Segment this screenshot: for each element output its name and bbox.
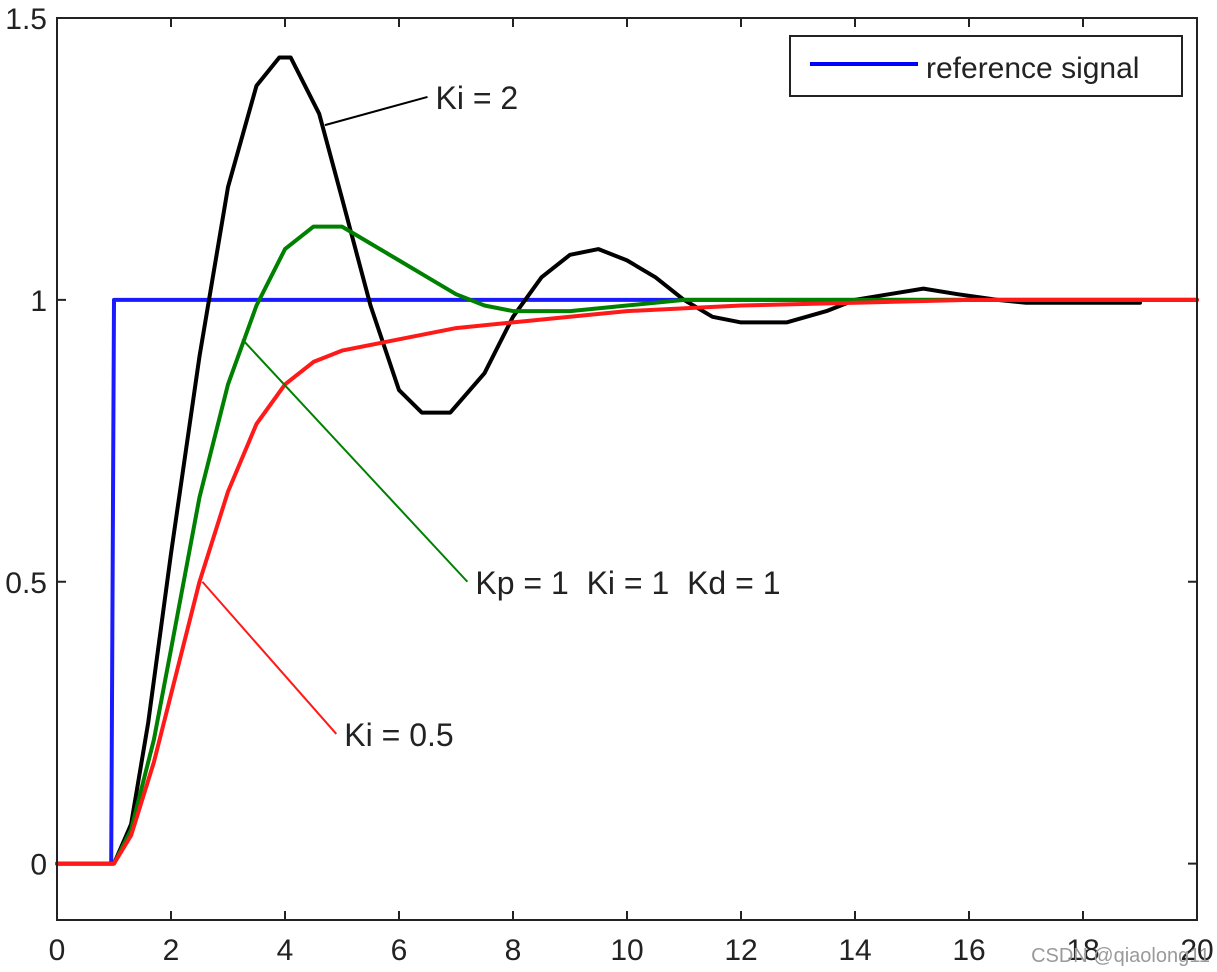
plot-series xyxy=(55,55,1199,866)
plot-frame xyxy=(56,17,1198,921)
x-tick-label: 4 xyxy=(277,934,294,967)
annotation-label: Ki = 2 xyxy=(436,80,519,116)
y-tick-label: 1.5 xyxy=(5,3,47,36)
x-tick-label: 6 xyxy=(391,934,408,967)
annotation-leader-line xyxy=(241,338,469,583)
series-kp1-ki1-kd1-line xyxy=(55,224,1199,866)
watermark: CSDN @qiaolong11 xyxy=(1031,945,1210,967)
x-tick-label: 20 xyxy=(1180,934,1213,967)
x-tick-label: 16 xyxy=(952,934,985,967)
axis-ticks: 0 2 4 6 8 10 12 14 16 18 20 0 0.5 1 1.5 xyxy=(5,3,1213,967)
annotation-label: Ki = 0.5 xyxy=(344,717,453,753)
annotation-leader-line xyxy=(201,581,338,735)
annotation-leader-line xyxy=(324,95,428,127)
x-tick-label: 10 xyxy=(610,934,643,967)
y-tick-label: 0 xyxy=(30,849,47,882)
y-tick-label: 0.5 xyxy=(5,567,47,600)
x-tick-label: 2 xyxy=(163,934,180,967)
x-tick-label: 18 xyxy=(1066,934,1099,967)
annotations: Ki = 2 Kp = 1 Ki = 1 Kd = 1 Ki = 0.5 xyxy=(201,80,780,753)
series-ki-0-5-line xyxy=(55,297,1199,866)
x-tick-label: 14 xyxy=(838,934,871,967)
series-ki-2-line xyxy=(55,55,1142,866)
legend: reference signal xyxy=(789,35,1183,97)
y-tick-label: 1 xyxy=(30,285,47,318)
annotation-label: Kp = 1 Ki = 1 Kd = 1 xyxy=(475,565,780,601)
legend-label-reference: reference signal xyxy=(926,52,1139,85)
x-tick-label: 12 xyxy=(724,934,757,967)
x-tick-label: 8 xyxy=(505,934,522,967)
x-tick-label: 0 xyxy=(49,934,66,967)
